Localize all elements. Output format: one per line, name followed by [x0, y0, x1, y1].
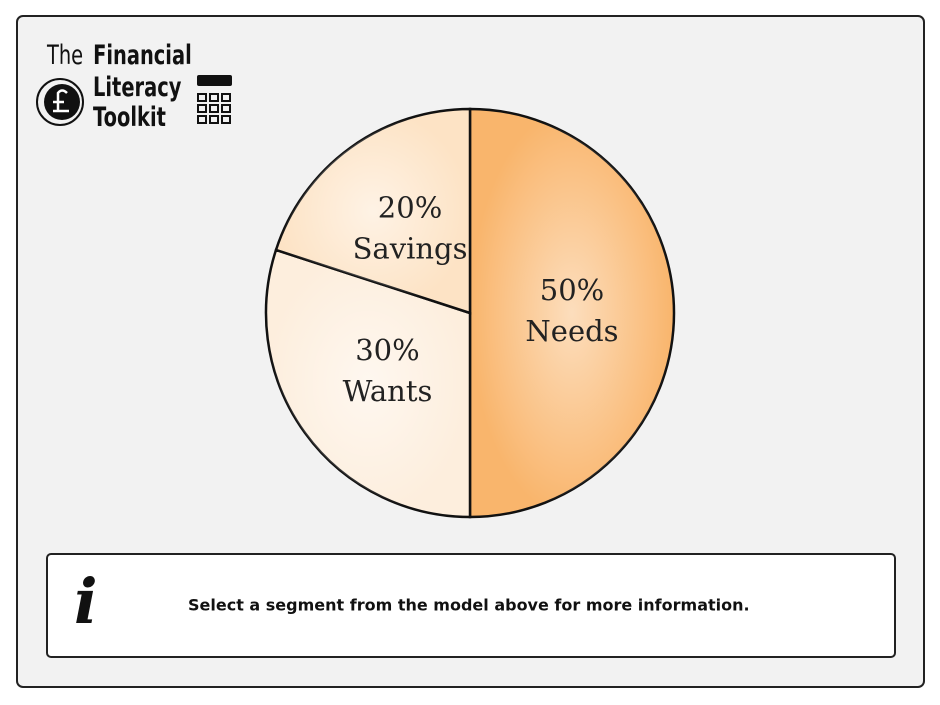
calculator-display — [197, 75, 232, 86]
info-box — [46, 553, 896, 658]
logo-line-1: The Financial — [46, 39, 192, 71]
segment-value-label: 50% — [540, 273, 604, 307]
segment-value-label: 30% — [355, 333, 419, 367]
info-message: Select a segment from the model above fo… — [188, 596, 750, 615]
logo-literacy: Literacy — [93, 71, 181, 103]
calculator-key — [197, 93, 207, 102]
segment-category-label: Wants — [343, 374, 433, 408]
calculator-key — [197, 115, 207, 124]
logo: The Financial Literacy Toolkit — [36, 39, 232, 133]
pie-chart: 50% Needs 30% Wants 20% Savings — [264, 107, 676, 519]
info-icon: i — [74, 565, 98, 638]
logo-toolkit: Toolkit — [93, 101, 166, 133]
segment-category-label: Savings — [353, 231, 468, 265]
calculator-key — [221, 115, 231, 124]
calculator-key — [209, 115, 219, 124]
calculator-key — [209, 104, 219, 113]
calculator-keys — [197, 93, 231, 124]
logo-financial: Financial — [93, 39, 192, 71]
calculator-key — [221, 93, 231, 102]
segment-value-label: 20% — [378, 190, 442, 224]
pound-icon — [53, 89, 69, 113]
coin-outline — [36, 78, 84, 126]
calculator-key — [197, 104, 207, 113]
segment-category-label: Needs — [525, 314, 618, 348]
logo-the: The — [46, 39, 83, 71]
calculator-key — [221, 104, 231, 113]
calculator-key — [209, 93, 219, 102]
